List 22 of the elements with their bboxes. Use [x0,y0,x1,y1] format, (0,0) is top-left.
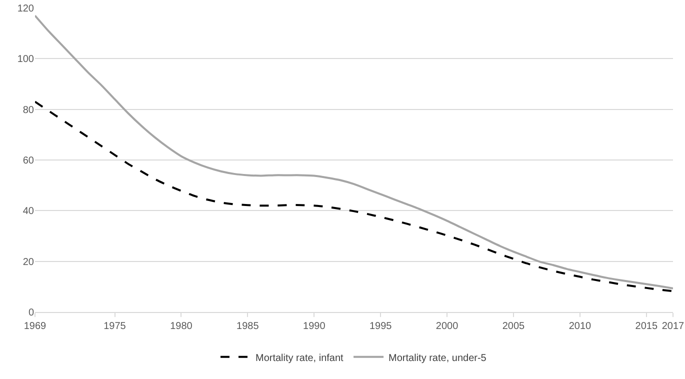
y-tick-label: 0 [28,308,34,318]
x-tick-label: 1980 [170,321,193,332]
y-tick-label: 80 [22,104,34,116]
y-tick-label: 40 [22,206,34,218]
x-tick-label: 2017 [662,321,685,332]
x-tick-label: 1985 [236,321,260,332]
line-series [35,14,673,290]
x-tick-label: 1969 [24,321,47,332]
y-tick-label: 60 [22,156,34,166]
legend-label: Mortality rate, under-5 [388,352,487,364]
y-tick-label: 120 [17,4,34,14]
legend-label: Mortality rate, infant [256,352,344,364]
x-tick-label: 2010 [568,321,592,332]
x-tick-label: 2005 [502,321,526,332]
x-tick-label: 1995 [369,321,392,332]
x-tick-label: 2015 [635,321,658,332]
x-tick-label: 1990 [303,321,326,332]
y-tick-label: 100 [17,54,34,66]
line-series [35,100,673,292]
y-tick-label: 20 [22,256,34,268]
x-tick-label: 1975 [104,321,126,332]
x-tick-label: 2000 [436,321,459,332]
